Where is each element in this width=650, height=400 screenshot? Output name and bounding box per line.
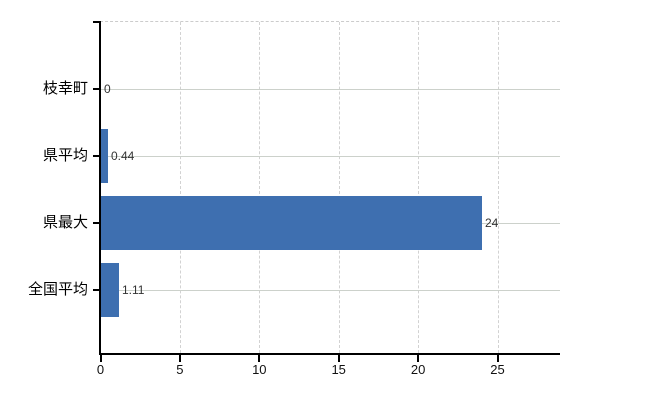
x-axis-tick (178, 354, 181, 362)
x-axis (99, 353, 560, 355)
y-axis-tick (93, 288, 100, 291)
gridline-horizontal (100, 155, 560, 157)
x-axis-tick (337, 354, 340, 362)
x-tick-label: 0 (96, 362, 105, 377)
bar (101, 128, 108, 183)
x-tick-label: 25 (490, 362, 505, 377)
gridline-vertical (338, 22, 340, 353)
value-label: 0 (104, 81, 111, 96)
category-label: 枝幸町 (42, 79, 88, 97)
value-label: 1.11 (122, 282, 145, 297)
gridline-vertical (179, 22, 181, 353)
y-axis (99, 21, 101, 354)
x-axis-tick (99, 354, 102, 362)
category-label: 県最大 (42, 213, 88, 231)
x-axis-tick (417, 354, 420, 362)
x-tick-label: 5 (176, 362, 184, 377)
category-label: 全国平均 (27, 280, 88, 298)
x-tick-label: 10 (252, 362, 267, 377)
gridline-horizontal (100, 289, 560, 291)
gridline-vertical (418, 22, 420, 353)
y-axis-tick (93, 221, 100, 224)
y-axis-top-tick (93, 21, 100, 23)
y-axis-tick (93, 87, 100, 90)
x-tick-label: 15 (331, 362, 346, 377)
x-axis-tick (496, 354, 499, 362)
category-label: 県平均 (42, 146, 88, 164)
bar (101, 262, 119, 317)
y-axis-tick (93, 154, 100, 157)
plot-top-border (100, 21, 560, 22)
x-axis-tick (258, 354, 261, 362)
bar (101, 195, 482, 250)
value-label: 24 (485, 215, 499, 230)
gridline-vertical (497, 22, 499, 353)
value-label: 0.44 (111, 148, 135, 163)
gridline-horizontal (100, 88, 560, 90)
x-tick-label: 20 (410, 362, 426, 377)
gridline-vertical (259, 22, 261, 353)
